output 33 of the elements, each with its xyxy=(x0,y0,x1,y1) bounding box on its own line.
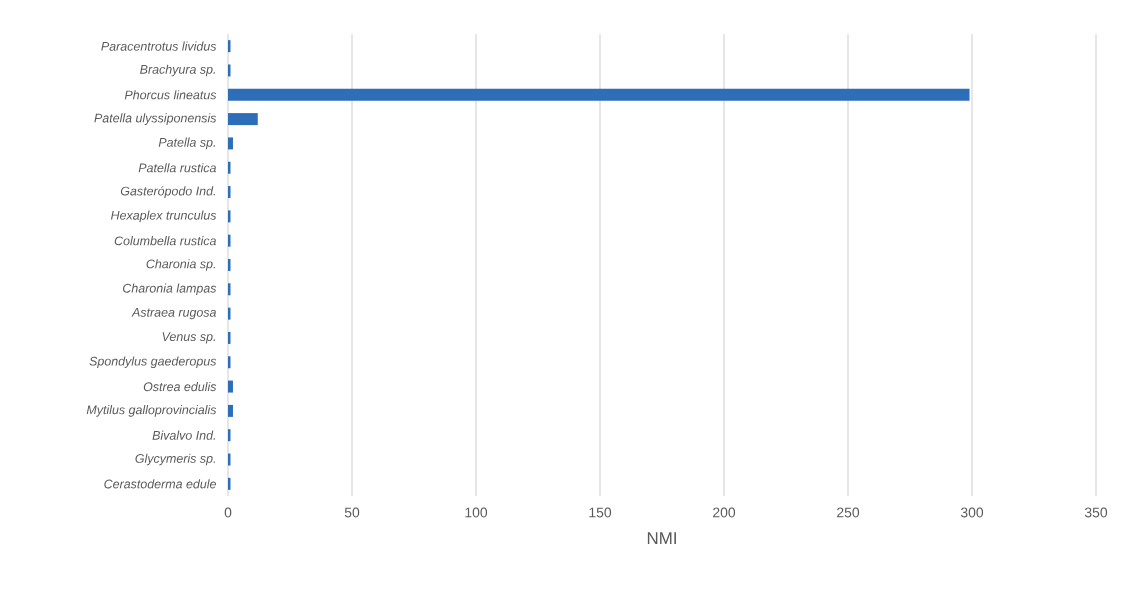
bar xyxy=(228,404,233,417)
x-tick-label: 0 xyxy=(224,507,232,518)
y-tick-label: Venus sp. xyxy=(162,332,215,344)
bar xyxy=(228,88,970,101)
y-tick-label: Charonia sp. xyxy=(146,259,215,271)
x-tick-label: 50 xyxy=(344,507,360,518)
y-tick-label: Spondylus gaederopus xyxy=(89,356,217,369)
y-tick-label: Glycymeris sp. xyxy=(135,453,215,466)
x-tick-label: 200 xyxy=(713,507,736,518)
y-tick-label: Paracentrotus lividus xyxy=(101,41,217,51)
bar xyxy=(228,380,233,393)
y-tick-label: Charonia lampas xyxy=(123,283,217,296)
y-tick-label: Columbella rustica xyxy=(114,236,217,246)
y-tick-label: Brachyura sp. xyxy=(140,64,215,77)
x-tick-label: 150 xyxy=(589,507,612,518)
x-tick-label: 250 xyxy=(837,507,860,518)
x-tick-label: 100 xyxy=(465,507,488,518)
bar xyxy=(228,113,258,126)
x-axis-title: NMI xyxy=(647,532,676,544)
bar xyxy=(228,137,233,150)
y-tick-label: Hexaplex trunculus xyxy=(110,210,217,223)
y-tick-label: Patella sp. xyxy=(158,137,215,150)
y-tick-label: Bivalvo Ind. xyxy=(152,430,215,440)
y-tick-label: Astraea rugosa xyxy=(131,308,217,320)
y-tick-label: Gasterópodo Ind. xyxy=(120,186,215,198)
y-tick-label: Mytilus galloprovincialis xyxy=(86,405,217,417)
y-tick-label: Phorcus lineatus xyxy=(124,90,217,100)
y-tick-label: Patella rustica xyxy=(138,163,217,173)
y-tick-label: Cerastoderma edule xyxy=(104,479,216,489)
y-tick-label: Patella ulyssiponensis xyxy=(94,113,217,125)
y-tick-label: Ostrea edulis xyxy=(143,381,217,392)
x-tick-label: 300 xyxy=(960,507,984,518)
x-tick-label: 350 xyxy=(1084,507,1108,518)
